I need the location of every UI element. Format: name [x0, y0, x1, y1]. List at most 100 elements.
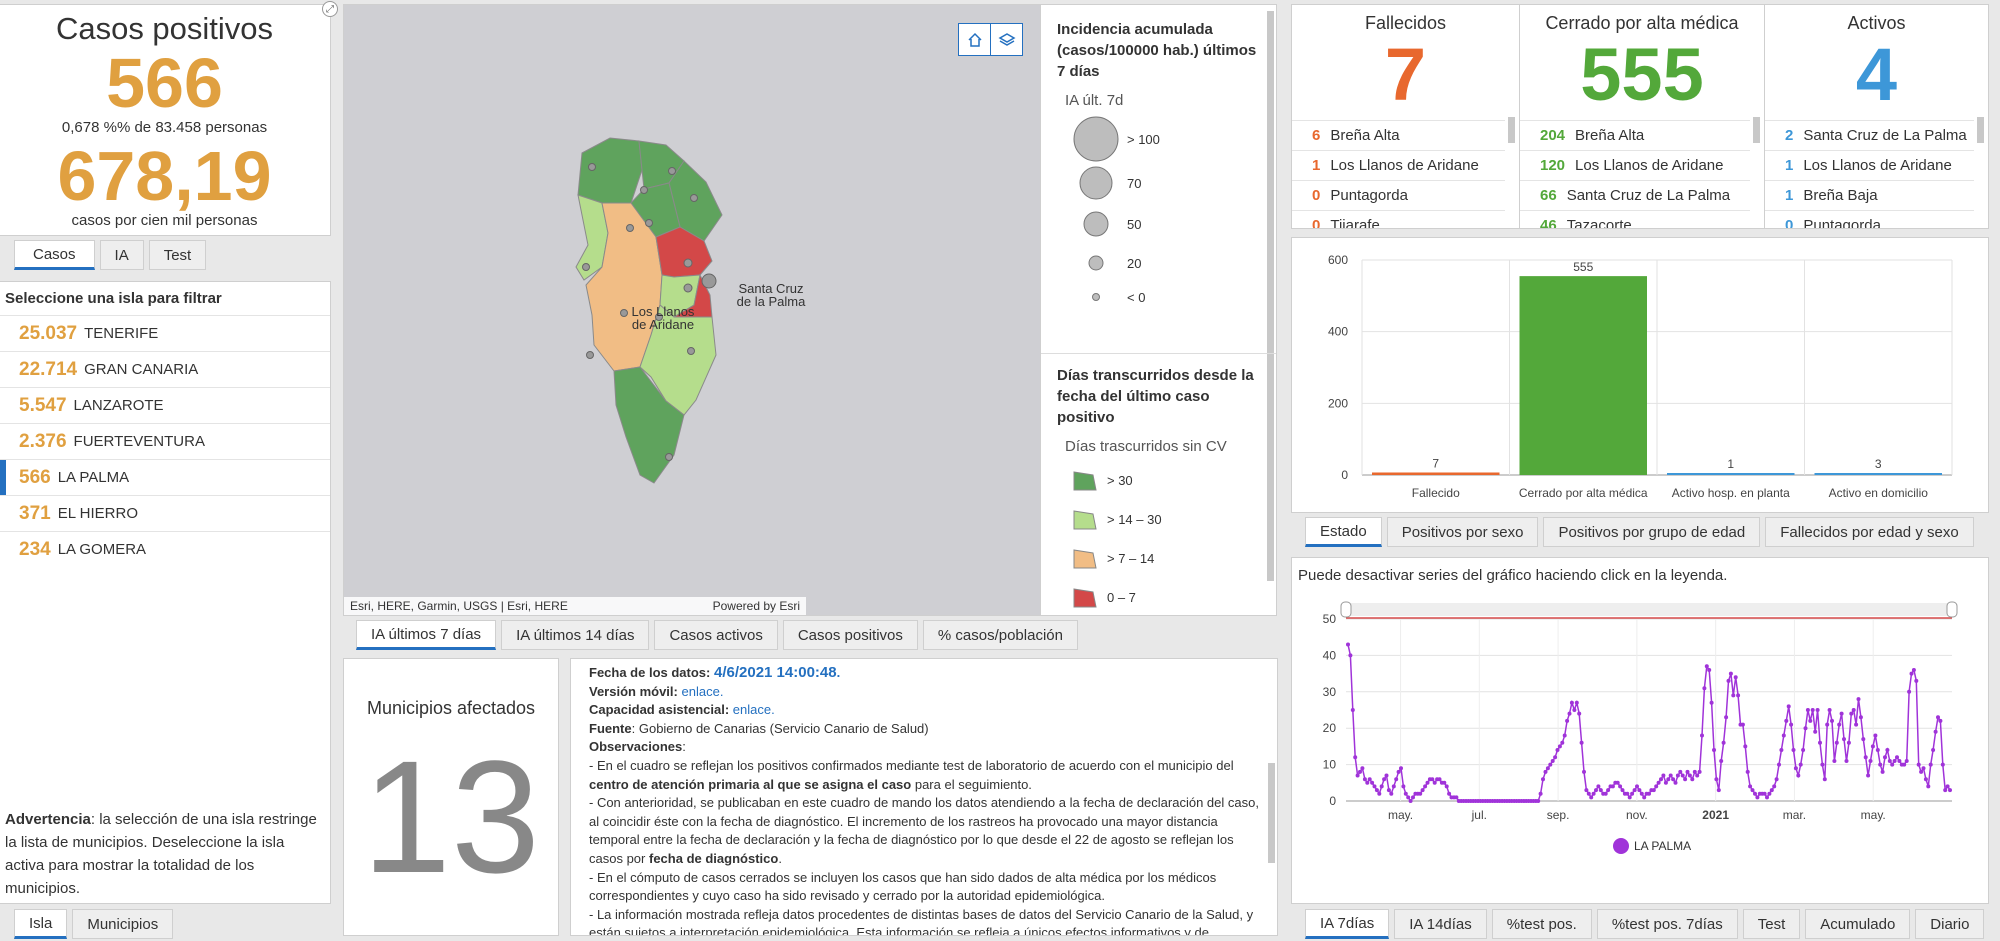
tab-ia-7dias[interactable]: IA últimos 7 días	[356, 620, 497, 650]
line-point[interactable]	[1591, 791, 1596, 796]
line-point[interactable]	[1550, 759, 1555, 763]
line-point[interactable]	[1668, 773, 1673, 778]
line-point[interactable]	[1625, 791, 1630, 796]
line-point[interactable]	[1382, 777, 1387, 782]
line-point[interactable]	[1370, 780, 1375, 785]
line-point[interactable]	[1842, 737, 1846, 742]
line-point[interactable]	[1936, 715, 1940, 720]
line-point[interactable]	[1911, 668, 1916, 672]
line-point[interactable]	[1851, 708, 1856, 712]
line-point[interactable]	[1707, 668, 1712, 672]
line-point[interactable]	[1762, 791, 1767, 796]
line-point[interactable]	[1822, 777, 1827, 782]
line-point[interactable]	[1350, 708, 1355, 712]
line-point[interactable]	[1832, 759, 1837, 763]
line-point[interactable]	[1420, 788, 1425, 793]
line-point[interactable]	[1803, 726, 1808, 731]
cerrados-row[interactable]: 66 Santa Cruz de La Palma	[1520, 180, 1750, 210]
island-row[interactable]: 22.714 GRAN CANARIA	[0, 351, 330, 387]
line-point[interactable]	[1863, 755, 1868, 760]
line-point[interactable]	[1873, 733, 1878, 738]
line-point[interactable]	[1767, 791, 1772, 796]
line-point[interactable]	[1914, 678, 1919, 683]
legend-scrollbar[interactable]	[1267, 11, 1274, 581]
line-point[interactable]	[1620, 788, 1625, 793]
line-point[interactable]	[1781, 733, 1786, 738]
line-point[interactable]	[1565, 718, 1570, 723]
line-point[interactable]	[1791, 748, 1796, 752]
line-point[interactable]	[1736, 693, 1741, 698]
expand-icon[interactable]: ⤢	[322, 1, 338, 17]
line-point[interactable]	[1362, 777, 1367, 782]
island-row[interactable]: 234 LA GOMERA	[0, 531, 330, 567]
cerrados-row[interactable]: 204 Breña Alta	[1520, 120, 1750, 150]
line-point[interactable]	[1740, 722, 1745, 727]
line-point[interactable]	[1887, 759, 1892, 763]
line-point[interactable]	[1945, 784, 1950, 789]
line-point[interactable]	[1866, 773, 1871, 778]
line-point[interactable]	[1923, 777, 1928, 782]
line-point[interactable]	[1557, 744, 1562, 749]
tab-acumulado[interactable]: Acumulado	[1805, 909, 1911, 939]
line-point[interactable]	[1854, 722, 1859, 727]
fallecidos-row[interactable]: 0 Puntagorda	[1292, 180, 1505, 210]
bar-mark[interactable]	[1667, 473, 1795, 475]
tab-pct-casos[interactable]: % casos/población	[922, 620, 1078, 650]
line-point[interactable]	[1820, 762, 1825, 767]
line-point[interactable]	[1846, 740, 1851, 745]
line-series[interactable]	[1347, 644, 1951, 803]
line-point[interactable]	[1844, 759, 1849, 763]
line-point[interactable]	[1692, 769, 1697, 774]
la-palma-map[interactable]	[344, 5, 1041, 616]
line-point[interactable]	[1815, 708, 1820, 712]
line-point[interactable]	[1372, 784, 1377, 789]
line-point[interactable]	[1753, 791, 1757, 796]
line-point[interactable]	[1346, 642, 1350, 647]
line-point[interactable]	[1938, 718, 1943, 723]
line-point[interactable]	[1801, 748, 1806, 752]
line-point[interactable]	[1377, 791, 1382, 796]
line-point[interactable]	[1360, 766, 1365, 771]
line-point[interactable]	[1933, 729, 1938, 734]
line-scroll-handle[interactable]	[1340, 601, 1352, 618]
cerrados-row[interactable]: 120 Los Llanos de Aridane	[1520, 150, 1750, 180]
island-row[interactable]: 371 EL HIERRO	[0, 495, 330, 531]
line-point[interactable]	[1883, 755, 1887, 760]
line-point[interactable]	[1880, 769, 1885, 774]
tab-test-pos-7dias[interactable]: %test pos. 7días	[1596, 909, 1738, 939]
line-point[interactable]	[1931, 748, 1936, 752]
line-point[interactable]	[1712, 748, 1716, 752]
line-point[interactable]	[1647, 791, 1651, 796]
line-point[interactable]	[1437, 777, 1442, 782]
line-point[interactable]	[1690, 777, 1695, 782]
line-point[interactable]	[1574, 700, 1579, 705]
line-point[interactable]	[1895, 755, 1899, 760]
line-point[interactable]	[1784, 718, 1789, 723]
line-point[interactable]	[1721, 740, 1726, 745]
line-point[interactable]	[1394, 777, 1399, 782]
tab-ia-14dias-line[interactable]: IA 14días	[1394, 909, 1487, 939]
line-point[interactable]	[1868, 759, 1873, 763]
line-point[interactable]	[1856, 697, 1861, 702]
tab-isla[interactable]: Isla	[14, 909, 68, 939]
activos-row[interactable]: 1 Los Llanos de Aridane	[1765, 150, 1974, 180]
line-point[interactable]	[1663, 780, 1668, 785]
line-point[interactable]	[1921, 766, 1926, 771]
line-point[interactable]	[1909, 671, 1914, 676]
map-panel[interactable]: Los Llanos de Aridane Santa Cruz de la P…	[343, 4, 1041, 616]
line-point[interactable]	[1733, 675, 1738, 680]
line-point[interactable]	[1875, 748, 1880, 752]
line-point[interactable]	[1774, 777, 1779, 782]
line-point[interactable]	[1418, 791, 1423, 796]
line-point[interactable]	[1885, 748, 1890, 752]
cerrados-scrollbar[interactable]	[1753, 117, 1760, 143]
line-point[interactable]	[1606, 788, 1611, 793]
line-point[interactable]	[1442, 780, 1447, 785]
line-point[interactable]	[1890, 762, 1895, 767]
line-point[interactable]	[1391, 784, 1396, 789]
line-point[interactable]	[1615, 780, 1620, 785]
bar-mark[interactable]	[1519, 276, 1648, 475]
bar-mark[interactable]	[1372, 472, 1500, 475]
cerrados-row[interactable]: 46 Tazacorte	[1520, 210, 1750, 228]
line-point[interactable]	[1389, 791, 1394, 796]
